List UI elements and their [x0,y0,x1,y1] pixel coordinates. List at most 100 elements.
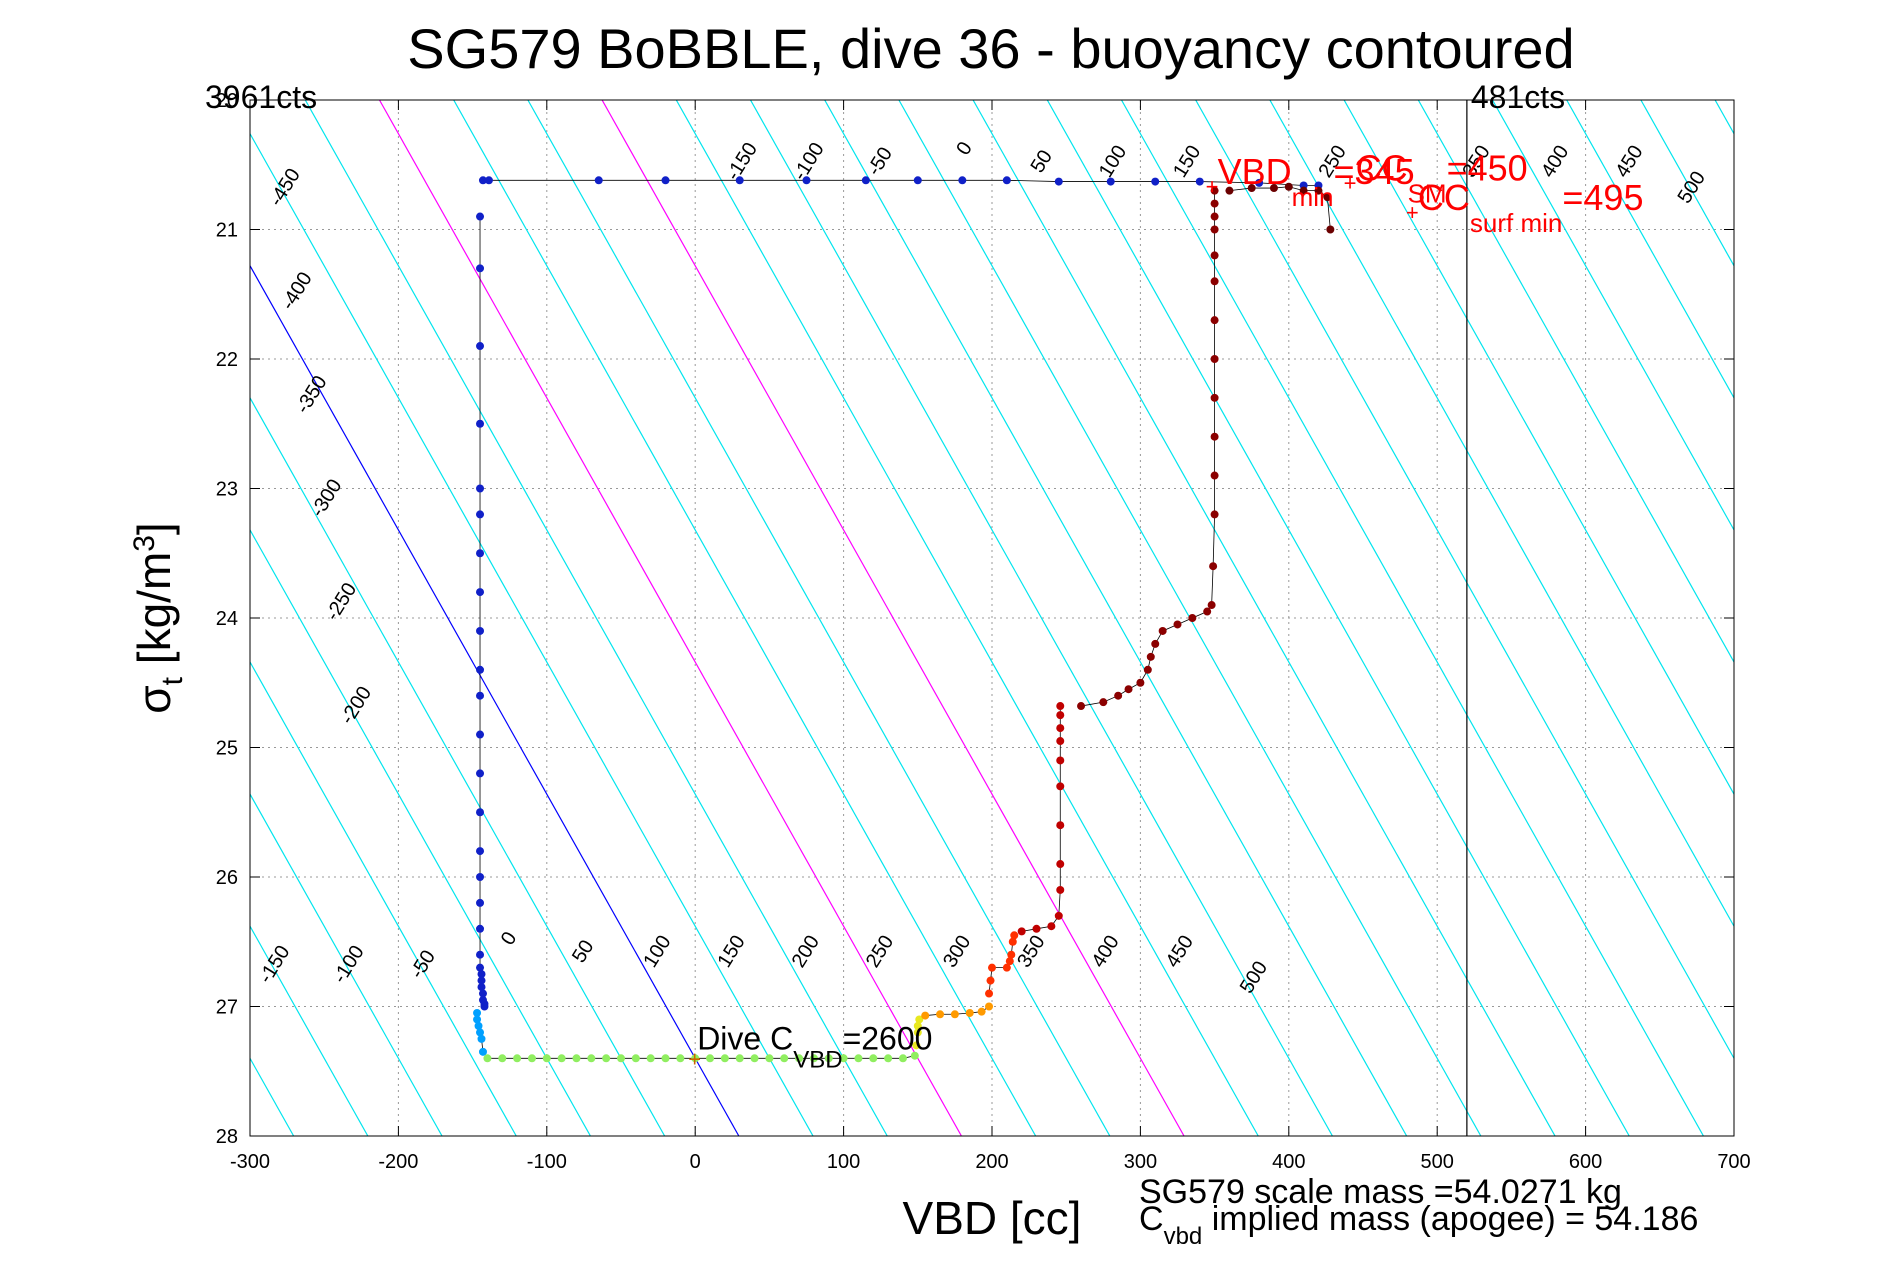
dive-c-vbd-sub: VBD [793,1046,842,1073]
data-point [1210,277,1219,286]
data-point [476,950,485,959]
data-point [735,176,744,185]
data-point [476,510,485,519]
data-point [958,176,967,185]
implied-mass-rest: implied mass (apogee) = 54.186 [1202,1200,1698,1238]
data-point [661,1054,670,1063]
y-tick-label: 27 [216,997,238,1019]
data-point [765,1054,774,1063]
data-point [477,970,486,979]
x-tick-label: -100 [527,1151,567,1173]
data-point [1146,652,1155,661]
data-point [869,1054,878,1063]
y-axis-label-group: σt [kg/m3] [128,522,189,713]
vbd-min-main: VBD [1218,151,1292,192]
data-point [1002,963,1011,972]
data-point [476,626,485,635]
data-point [661,176,670,185]
data-point [1225,186,1234,195]
dive-c-vbd-label: Dive CVBD=2600 [697,1020,932,1073]
y-tick-label: 23 [216,479,238,501]
data-point [594,176,603,185]
data-point [483,1054,492,1063]
contour-line [601,100,1185,1136]
data-point [473,1008,482,1017]
data-point [706,1054,715,1063]
data-point [795,1054,804,1063]
x-tick-label: 0 [690,1151,701,1173]
data-point [476,264,485,273]
contour-line [824,100,1408,1136]
data-point [780,1054,789,1063]
implied-mass-sub: vbd [1164,1223,1203,1250]
y-axis-label-sup: 3 [128,535,161,552]
data-point [476,963,485,972]
data-point [1054,177,1063,186]
data-point [936,1010,945,1019]
y-axis-label-sigma: σ [128,685,180,713]
data-point [1056,860,1065,869]
x-tick-label: -200 [378,1151,418,1173]
contour-line [1491,100,1734,532]
data-point [977,1007,986,1016]
data-point [1247,184,1256,193]
contour-line [1566,100,1734,400]
data-point [913,1021,922,1030]
data-point [1056,724,1065,733]
x-axis-label: VBD [cc] [903,1192,1082,1244]
data-point [484,176,493,185]
data-point [921,1011,930,1020]
data-point [476,769,485,778]
contour-line [250,924,369,1136]
data-point [1032,924,1041,933]
contour-line [250,132,814,1136]
data-point [476,212,485,221]
data-point [985,1002,994,1011]
data-point [988,963,996,972]
data-point [478,176,487,185]
data-point [884,1054,893,1063]
cc-sm-main: CC [1356,147,1408,188]
implied-mass-c: C [1139,1200,1164,1238]
data-point [691,1054,700,1063]
data-point [476,898,485,907]
data-point [474,1021,483,1030]
vbd-min-sub: min [1292,182,1334,212]
data-point [1056,737,1065,746]
data-point [1326,225,1335,234]
x-tick-label: 700 [1717,1151,1750,1173]
data-point [912,1041,921,1050]
x-tick-label: 500 [1421,1151,1454,1173]
data-point [1002,176,1011,185]
data-point [617,1054,625,1063]
x-tick-label: 400 [1272,1151,1305,1173]
data-point [476,1028,485,1037]
data-point [1195,177,1204,186]
data-point [513,1054,522,1063]
cc-sm-value: =450 [1447,147,1528,188]
contour-line [250,264,740,1136]
y-tick-label: 22 [216,349,238,371]
dive-c-vbd-value: =2600 [843,1020,933,1056]
data-point [1203,607,1212,616]
data-point [1210,355,1219,363]
y-axis-label-sub: t [156,676,189,685]
contour-line [675,100,1259,1136]
data-point [587,1054,596,1063]
data-point [950,1010,959,1019]
data-point [1056,711,1065,720]
y-axis-label-unit: [kg/m [128,552,180,677]
y-tick-label: 24 [216,608,238,630]
data-point [1007,950,1016,959]
contour-line [1046,100,1630,1136]
dive-c-vbd-main: Dive C [697,1020,793,1056]
data-point [476,873,485,881]
data-point [1210,225,1219,234]
cc-surf-min-marker: + [1406,200,1419,225]
data-point [1099,698,1108,707]
data-point [1323,193,1332,202]
data-point [1210,393,1219,402]
data-point [861,176,870,185]
data-point [985,989,994,998]
